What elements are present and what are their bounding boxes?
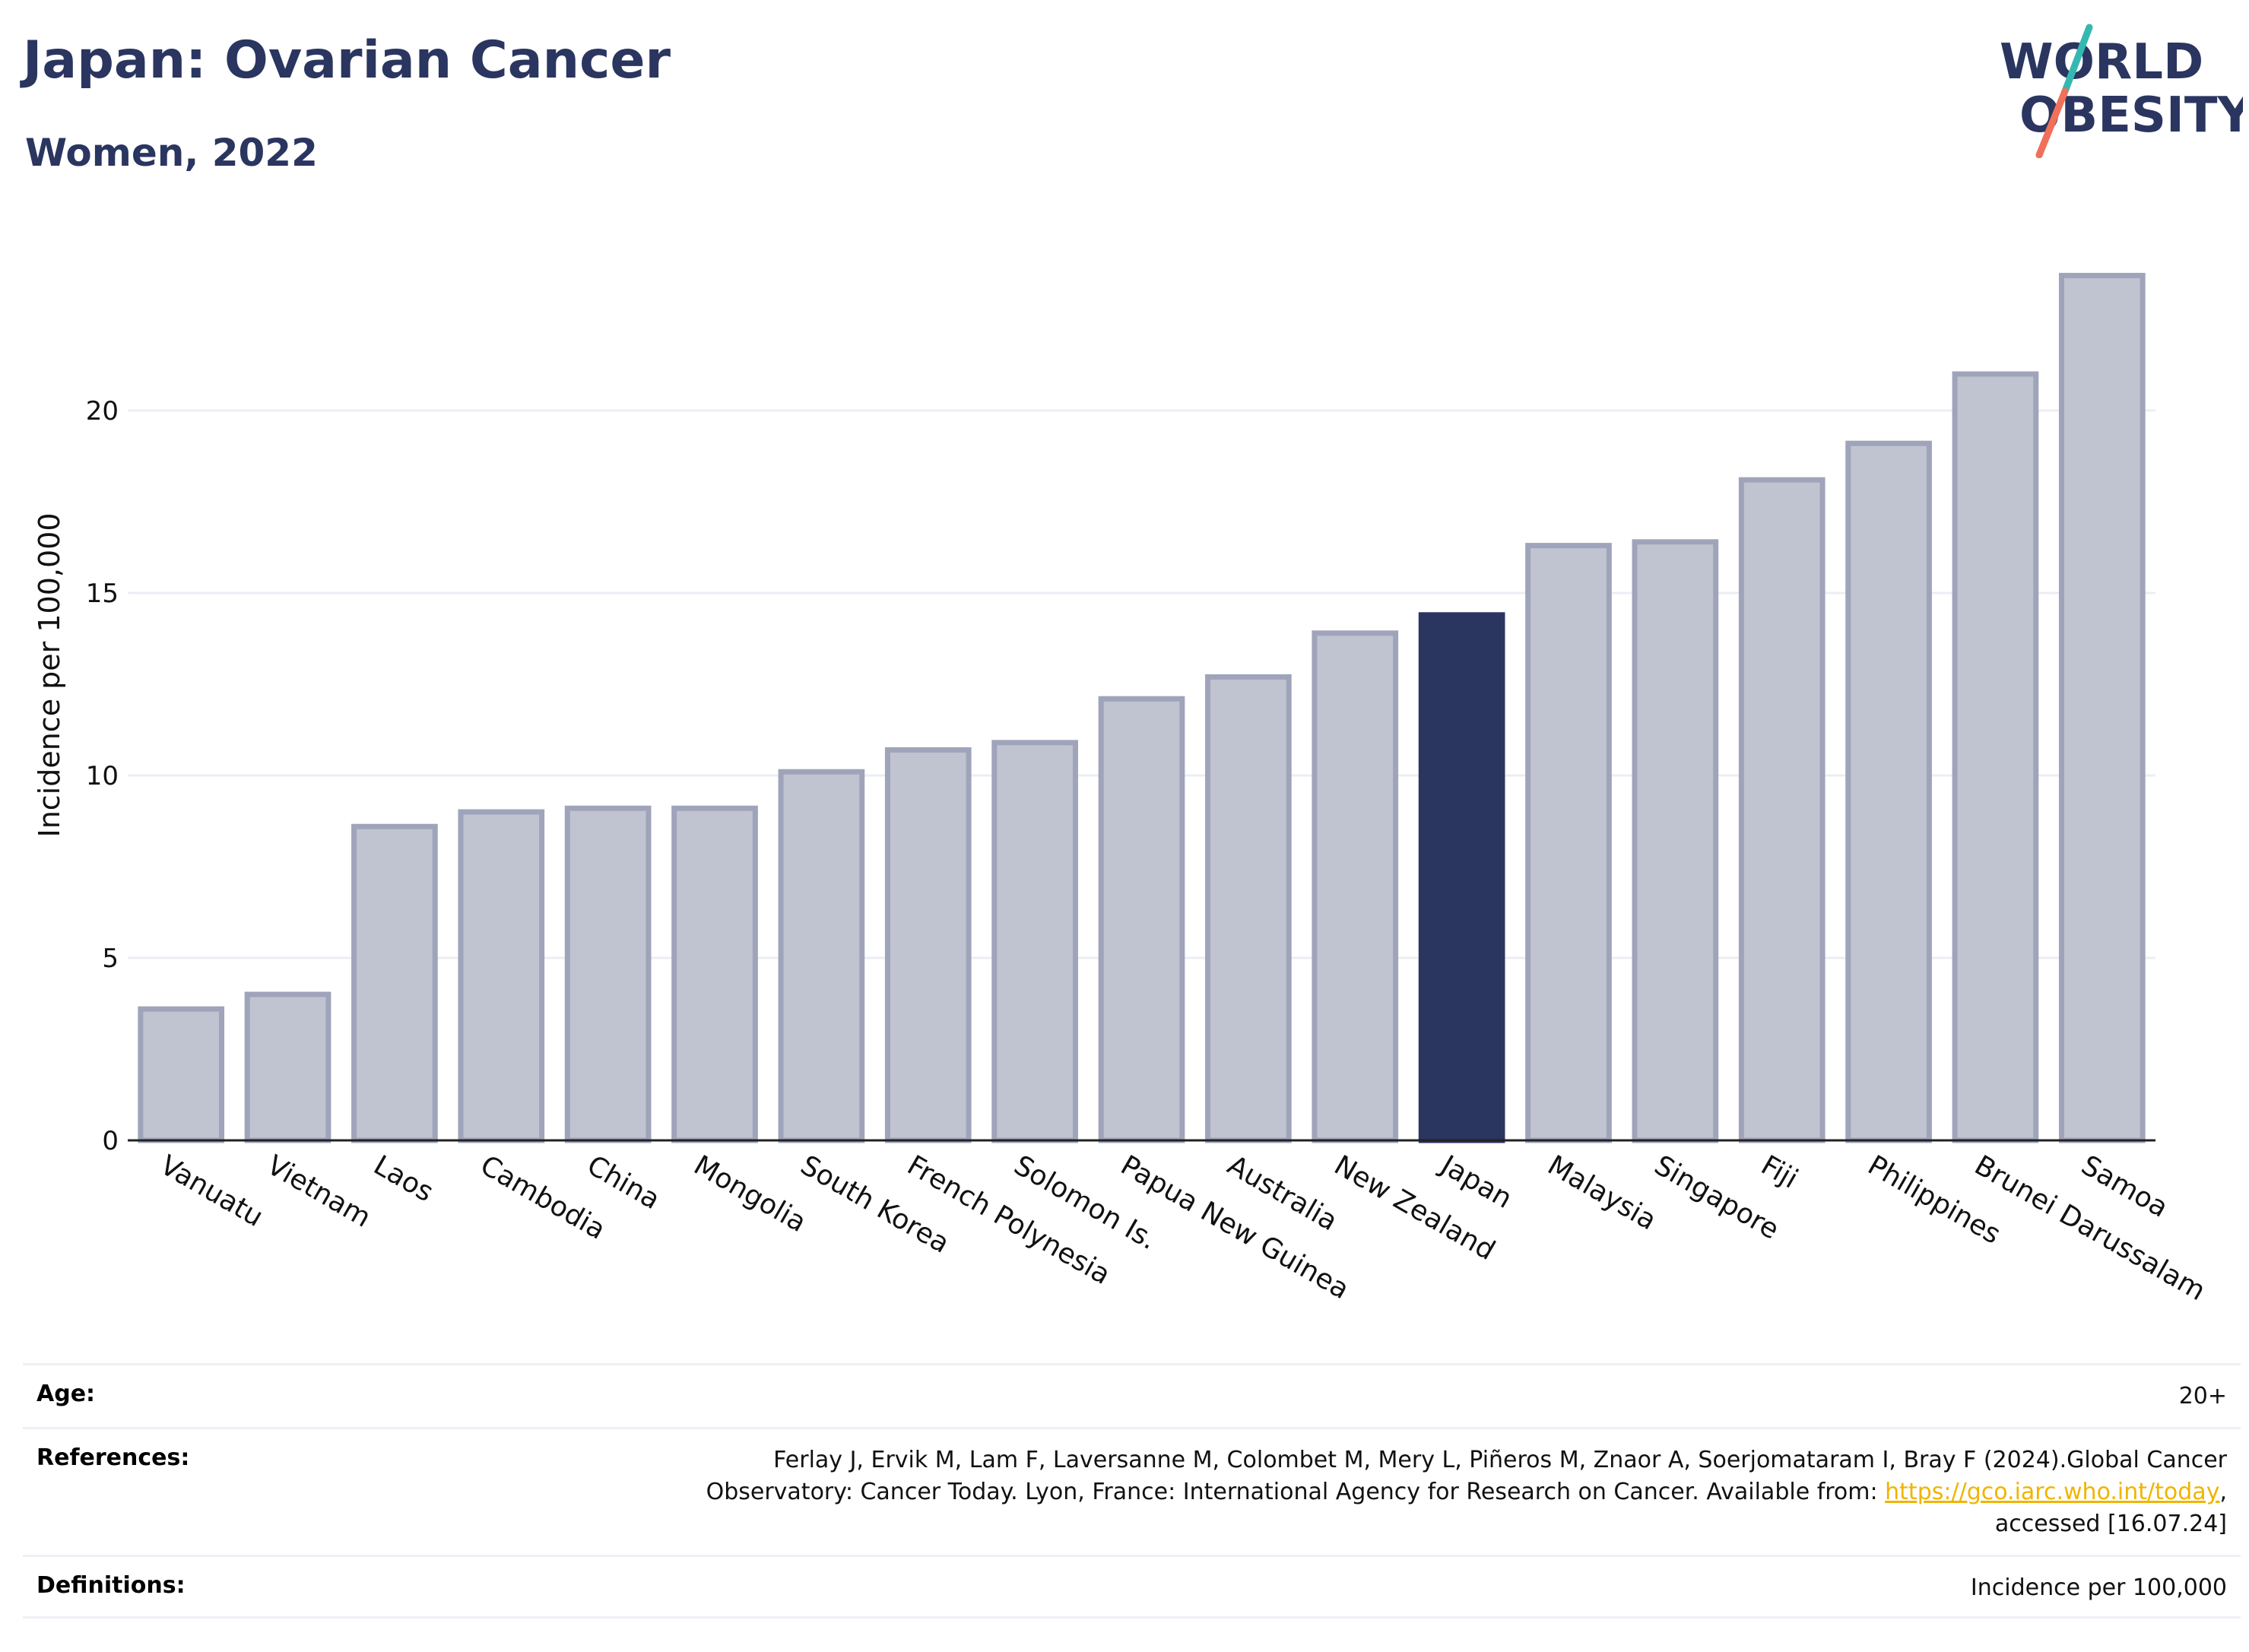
age-label: Age: xyxy=(36,1381,96,1407)
x-tick-label: Mongolia xyxy=(689,1149,812,1238)
x-tick-label: Laos xyxy=(368,1149,438,1208)
bar-french-polynesia xyxy=(884,747,972,1143)
bar-australia xyxy=(1205,674,1292,1143)
bar-samoa xyxy=(2058,272,2146,1143)
x-tick-label: Vietnam xyxy=(262,1149,376,1234)
y-tick-labels: 0 5 10 15 20 xyxy=(86,396,119,1156)
bar-vietnam xyxy=(244,991,331,1143)
bar-cambodia xyxy=(458,809,545,1143)
logo-slash-top xyxy=(2061,24,2093,95)
y-tick-label: 5 xyxy=(102,943,119,974)
y-tick-label: 10 xyxy=(86,761,119,791)
x-tick-label: Fiji xyxy=(1756,1149,1803,1195)
bar-solomon-is xyxy=(991,740,1078,1143)
bar-japan xyxy=(1418,612,1505,1143)
bar-fiji xyxy=(1738,477,1826,1143)
chart-subtitle: Women, 2022 xyxy=(25,131,318,175)
references-line-3: accessed [16.07.24] xyxy=(1994,1511,2227,1537)
info-row-references: References: Ferlay J, Ervik M, Lam F, La… xyxy=(23,1427,2241,1555)
bar-singapore xyxy=(1632,539,1719,1143)
definitions-label: Definitions: xyxy=(36,1572,186,1599)
y-tick-label: 20 xyxy=(86,396,119,426)
logo-line-1: WORLD xyxy=(2000,34,2203,90)
info-row-definitions: Definitions: Incidence per 100,000 xyxy=(23,1555,2241,1619)
references-line-1: Ferlay J, Ervik M, Lam F, Laversanne M, … xyxy=(773,1447,2227,1473)
x-tick-label: Malaysia xyxy=(1542,1149,1661,1236)
x-tick-label: China xyxy=(582,1149,665,1216)
definitions-value: Incidence per 100,000 xyxy=(1970,1574,2227,1601)
age-value: 20+ xyxy=(2178,1383,2227,1409)
bar-south-korea xyxy=(778,769,865,1143)
world-obesity-logo: WORLD OBESITY xyxy=(2000,24,2243,158)
x-tick-label: Vanuatu xyxy=(155,1149,268,1233)
chart-title: Japan: Ovarian Cancer xyxy=(23,30,671,90)
bar-mongolia xyxy=(671,805,758,1143)
bar-brunei-darussalam xyxy=(1952,371,2039,1143)
y-axis-label: Incidence per 100,000 xyxy=(33,512,66,837)
info-row-age: Age: 20+ xyxy=(23,1363,2241,1427)
info-table: Age: 20+ References: Ferlay J, Ervik M, … xyxy=(23,1363,2241,1619)
bar-china xyxy=(564,805,652,1143)
y-tick-label: 0 xyxy=(102,1126,119,1156)
references-line-2: Observatory: Cancer Today. Lyon, France:… xyxy=(706,1476,2227,1508)
bar-philippines xyxy=(1845,440,1932,1143)
references-label: References: xyxy=(36,1444,190,1471)
bar-malaysia xyxy=(1525,543,1612,1143)
references-line-2-text: Observatory: Cancer Today. Lyon, France:… xyxy=(706,1479,1886,1505)
y-tick-label: 15 xyxy=(86,579,119,609)
references-line-2-suffix: , xyxy=(2219,1479,2227,1505)
x-tick-label: Japan xyxy=(1434,1149,1517,1215)
bar-new-zealand xyxy=(1312,630,1399,1143)
bar-laos xyxy=(351,823,438,1143)
references-value: Ferlay J, Ervik M, Lam F, Laversanne M, … xyxy=(706,1444,2227,1540)
bar-papua-new-guinea xyxy=(1098,696,1185,1143)
bar-vanuatu xyxy=(138,1006,225,1143)
logo-slash-bottom xyxy=(2035,87,2069,158)
references-link[interactable]: https://gco.iarc.who.int/today xyxy=(1885,1479,2220,1505)
bars xyxy=(128,272,2155,1143)
